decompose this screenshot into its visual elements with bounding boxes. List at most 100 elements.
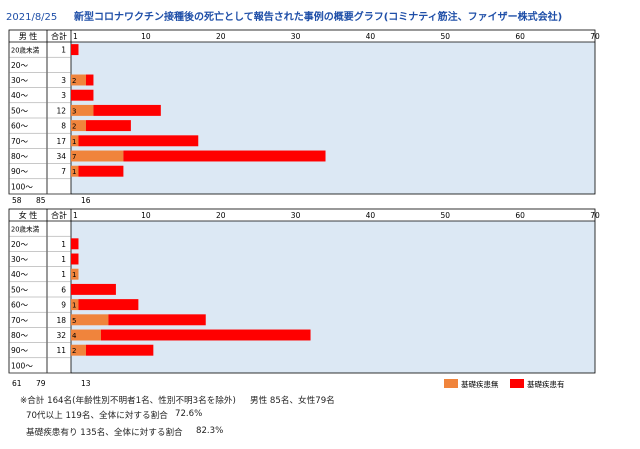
male-row-total: 8 [61,122,66,131]
male-bar-without [71,104,94,116]
female-bar-with [71,283,116,295]
footnote-70s: 70代以上 119名、全体に対する割合 [26,411,168,421]
male-row-total: 1 [61,46,66,55]
male-row-total: 3 [61,91,66,100]
female-bar-label: 4 [72,332,77,340]
female-x-tick-label: 10 [141,211,151,220]
female-category-label: 20～ [11,240,29,249]
footnote-underlying: 基礎疾患有り 135名、全体に対する割合 [26,428,183,438]
male-category-label: 70～ [11,137,29,146]
male-row-total: 34 [56,152,66,161]
male-summary-value: 16 [81,196,91,205]
male-summary-value: 85 [36,196,46,205]
male-category-label: 60～ [11,122,29,131]
male-bar-label: 3 [72,107,76,115]
female-bar-label: 5 [72,317,76,325]
male-bar-label: 7 [72,153,76,161]
female-row-total: 9 [61,301,66,310]
male-bar-with [78,135,199,147]
footnote-by-sex: 男性 85名、女性79名 [250,396,335,406]
female-category-label: 70～ [11,316,29,325]
chart-title: 新型コロナワクチン接種後の死亡として報告された事例の概要グラフ(コミナティ筋注、… [74,10,562,23]
legend-label-with: 基礎疾患有 [527,379,565,389]
report-date: 2021/8/25 [6,12,57,23]
female-bar-without [71,268,79,280]
female-x-tick-label: 20 [216,211,226,220]
male-x-tick-label: 40 [366,32,376,41]
female-bar-without [71,299,79,311]
male-x-tick-label: 60 [515,32,525,41]
male-category-label: 80～ [11,152,29,161]
male-bar-label: 1 [72,168,76,176]
female-category-label: 90～ [11,346,29,355]
male-panel-frame [8,29,596,195]
male-category-label: 20～ [11,61,29,70]
male-x-tick-label: 30 [291,32,301,41]
legend-swatch-with [510,379,524,388]
male-bar-with [71,44,79,56]
male-category-label: 90～ [11,167,29,176]
male-bar-label: 2 [72,123,76,131]
male-bar-without [71,150,124,162]
male-category-label: 40～ [11,91,29,100]
female-plot-area [71,221,595,373]
female-bar-with [85,344,154,356]
male-bar-without [71,74,86,86]
male-bar-with [71,89,94,101]
female-category-label: 30～ [11,255,29,264]
footnote-70s-ratio: 72.6% [175,409,203,419]
female-summary-value: 79 [36,379,46,388]
female-bar-with [108,314,206,326]
female-row-total: 1 [61,240,66,249]
female-row-total: 11 [56,346,66,355]
female-bar-without [71,344,86,356]
female-x-tick-label: 40 [366,211,376,220]
female-bar-label: 1 [72,302,76,310]
female-row-total: 1 [61,270,66,279]
male-bar-label: 1 [72,138,76,146]
female-row-total: 18 [56,316,66,325]
female-bar-with [71,238,79,250]
female-bar-with [71,253,79,265]
female-bar-without [71,329,101,341]
male-x-tick-label: 10 [141,32,151,41]
male-row-total: 3 [61,76,66,85]
male-category-label: 100～ [11,182,33,191]
female-category-label: 60～ [11,301,29,310]
male-panel-label: 男 性 [19,31,38,41]
female-x-tick-label: 50 [441,211,451,220]
male-bar-without [71,120,86,132]
female-row-total: 6 [61,285,66,294]
male-total-header: 合計 [51,31,67,41]
male-bar-without [71,135,79,147]
female-row-total: 32 [56,331,66,340]
male-x-tick-label: 1 [73,32,78,41]
female-x-tick-label: 30 [291,211,301,220]
male-row-total: 7 [61,167,66,176]
female-bar-with [78,299,139,311]
female-x-tick-label: 60 [515,211,525,220]
male-bar-without [71,165,79,177]
female-bar-without [71,314,109,326]
male-bar-with [85,74,94,86]
male-category-label: 30～ [11,76,29,85]
male-x-tick-label: 50 [441,32,451,41]
female-x-tick-label: 1 [73,211,78,220]
male-x-tick-label: 20 [216,32,226,41]
male-summary-value: 58 [12,196,22,205]
female-category-label: 50～ [11,285,29,294]
female-category-label: 100～ [11,361,33,370]
male-plot-area [71,42,595,194]
legend-label-without: 基礎疾患無 [461,379,499,389]
male-category-label: 20歳未満 [11,46,40,55]
female-summary-value: 13 [81,379,91,388]
female-bar-label: 1 [72,271,76,279]
female-category-label: 20歳未満 [11,225,40,234]
female-category-label: 40～ [11,270,29,279]
female-summary-value: 61 [12,379,22,388]
male-bar-with [93,104,161,116]
male-category-label: 50～ [11,106,29,115]
male-bar-with [85,120,131,132]
